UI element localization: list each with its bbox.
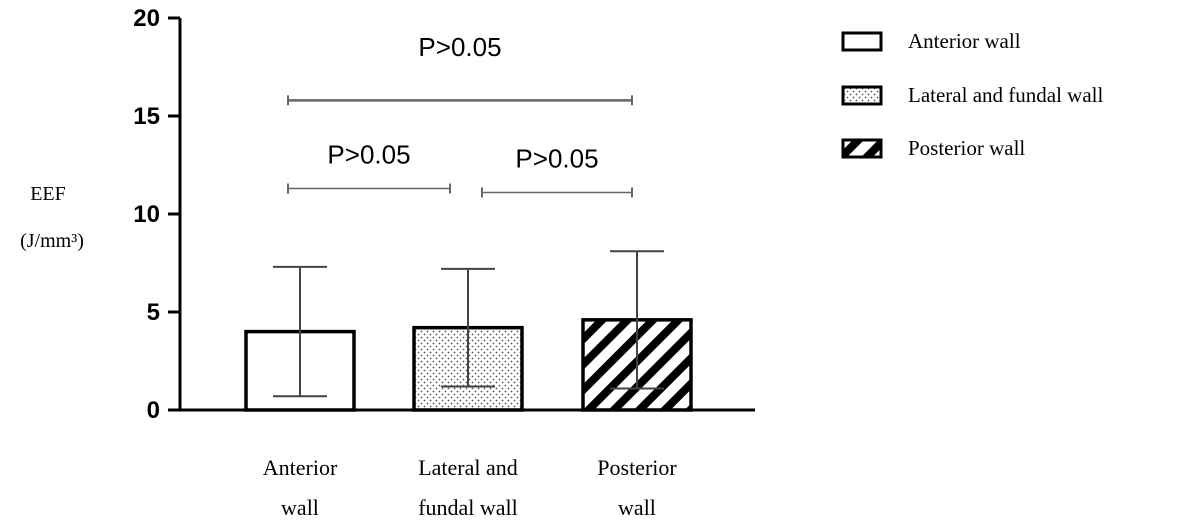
y-tick-label: 20 — [133, 5, 160, 32]
bars — [244, 318, 693, 412]
x-tick-label: wall — [281, 495, 319, 520]
x-tick-label: Lateral and — [418, 455, 518, 480]
x-tick-label: fundal wall — [418, 495, 518, 520]
y-tick-label: 10 — [133, 201, 160, 228]
p-value-label: P>0.05 — [418, 32, 501, 62]
legend: Anterior wall Lateral and fundal wall Post… — [841, 29, 1103, 160]
y-tick-label: 5 — [147, 299, 160, 326]
x-tick-label: Anterior — [263, 455, 338, 480]
legend-label: Anterior wall — [908, 29, 1021, 53]
legend-swatch — [841, 85, 883, 106]
x-tick-label: wall — [618, 495, 656, 520]
legend-label: Lateral and fundal wall — [908, 83, 1103, 107]
y-axis: 0 5 10 15 20 — [133, 5, 182, 424]
legend-label: Posterior wall — [908, 136, 1025, 160]
x-axis: Anterior wall Lateral and fundal wall Poster… — [180, 408, 755, 520]
significance-brackets: P>0.05 P>0.05 P>0.05 — [287, 32, 633, 198]
error-bars — [273, 250, 664, 398]
legend-swatch — [841, 138, 883, 159]
y-axis-label-line1: EEF — [30, 183, 66, 205]
p-value-label: P>0.05 — [327, 140, 410, 170]
y-axis-label: EEF (J/mm³) — [20, 183, 84, 252]
y-tick-label: 15 — [133, 103, 160, 130]
y-axis-label-line2: (J/mm³) — [20, 230, 84, 252]
legend-swatch — [841, 31, 883, 52]
y-tick-label: 0 — [147, 397, 160, 424]
p-value-label: P>0.05 — [515, 143, 598, 173]
x-tick-label: Posterior — [597, 455, 677, 480]
